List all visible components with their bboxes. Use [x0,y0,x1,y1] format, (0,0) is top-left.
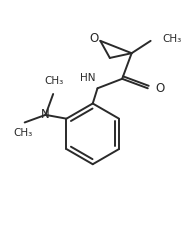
Text: CH₃: CH₃ [13,128,32,138]
Text: O: O [89,32,98,45]
Text: CH₃: CH₃ [162,34,181,44]
Text: HN: HN [80,73,95,83]
Text: CH₃: CH₃ [45,76,64,86]
Text: N: N [41,108,50,121]
Text: O: O [155,82,165,95]
